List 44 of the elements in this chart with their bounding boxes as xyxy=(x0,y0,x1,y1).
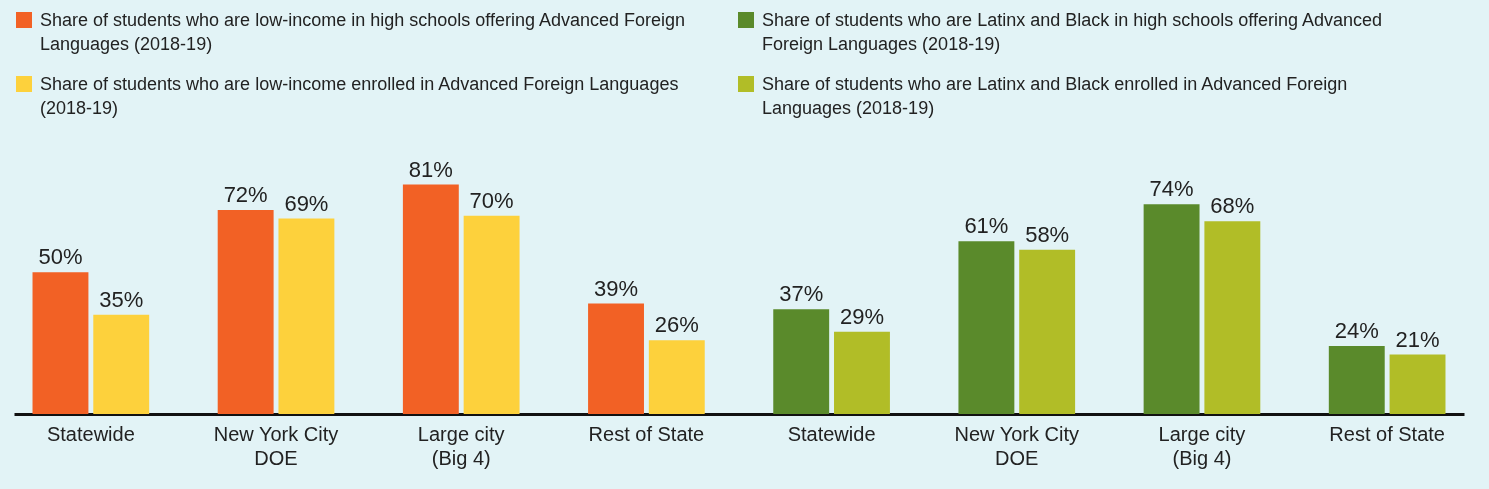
bar xyxy=(1389,354,1446,414)
data-label: 35% xyxy=(99,286,144,312)
data-label: 70% xyxy=(469,187,514,213)
bar xyxy=(278,218,335,414)
bar xyxy=(1143,204,1200,414)
x-tick-label: New York City DOE xyxy=(954,422,1080,469)
data-label: 37% xyxy=(779,281,824,307)
data-label: 81% xyxy=(408,156,453,182)
x-tick-label: New York City DOE xyxy=(213,422,339,469)
legend-label: Share of students who are low-income in high schools offering Advanced Foreign Languages (2018-19) xyxy=(40,9,687,56)
bar xyxy=(773,309,830,414)
data-label: 61% xyxy=(964,213,1009,239)
x-tick-label: Statewide xyxy=(787,422,876,445)
bar xyxy=(958,241,1015,414)
bar xyxy=(834,331,890,414)
legend-label: Share of students who are Latinx and Black in high schools offering Advanced Foreign Languages (2018-19) xyxy=(762,9,1384,56)
bar xyxy=(402,184,459,414)
bar xyxy=(93,314,150,414)
bar xyxy=(217,210,274,414)
legend-label: Share of students who are Latinx and Black enrolled in Advanced Foreign Languages (2018-19) xyxy=(762,73,1349,120)
data-label: 69% xyxy=(284,190,329,216)
data-label: 26% xyxy=(654,312,699,338)
bar xyxy=(463,215,520,414)
bar xyxy=(32,272,89,414)
bar xyxy=(1328,346,1385,414)
data-label: 58% xyxy=(1025,221,1070,247)
data-label: 72% xyxy=(223,182,268,207)
bar xyxy=(1204,221,1261,414)
data-label: 50% xyxy=(38,244,83,270)
legend-label: Share of students who are low-income enrolled in Advanced Foreign Languages (2018-19) xyxy=(40,73,680,120)
x-tick-label: Large city (Big 4) xyxy=(417,422,505,469)
data-label: 68% xyxy=(1210,193,1255,219)
data-label: 21% xyxy=(1395,326,1440,352)
data-label: 29% xyxy=(839,303,884,329)
x-tick-label: Rest of State xyxy=(1329,422,1445,445)
x-tick-label: Large city (Big 4) xyxy=(1158,422,1246,469)
data-label: 24% xyxy=(1334,318,1379,343)
bar xyxy=(588,303,644,414)
x-tick-label: Rest of State xyxy=(588,422,705,445)
bar xyxy=(648,340,705,414)
data-label: 39% xyxy=(594,275,639,301)
data-label: 74% xyxy=(1149,176,1194,202)
bar xyxy=(1019,249,1076,414)
x-tick-label: Statewide xyxy=(46,422,135,445)
